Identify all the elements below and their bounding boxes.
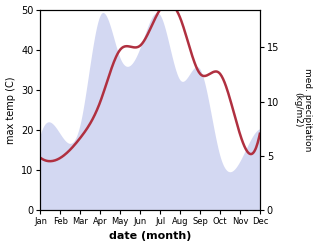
Y-axis label: max temp (C): max temp (C) — [5, 76, 16, 144]
X-axis label: date (month): date (month) — [109, 231, 191, 242]
Y-axis label: med. precipitation
(kg/m2): med. precipitation (kg/m2) — [293, 68, 313, 151]
